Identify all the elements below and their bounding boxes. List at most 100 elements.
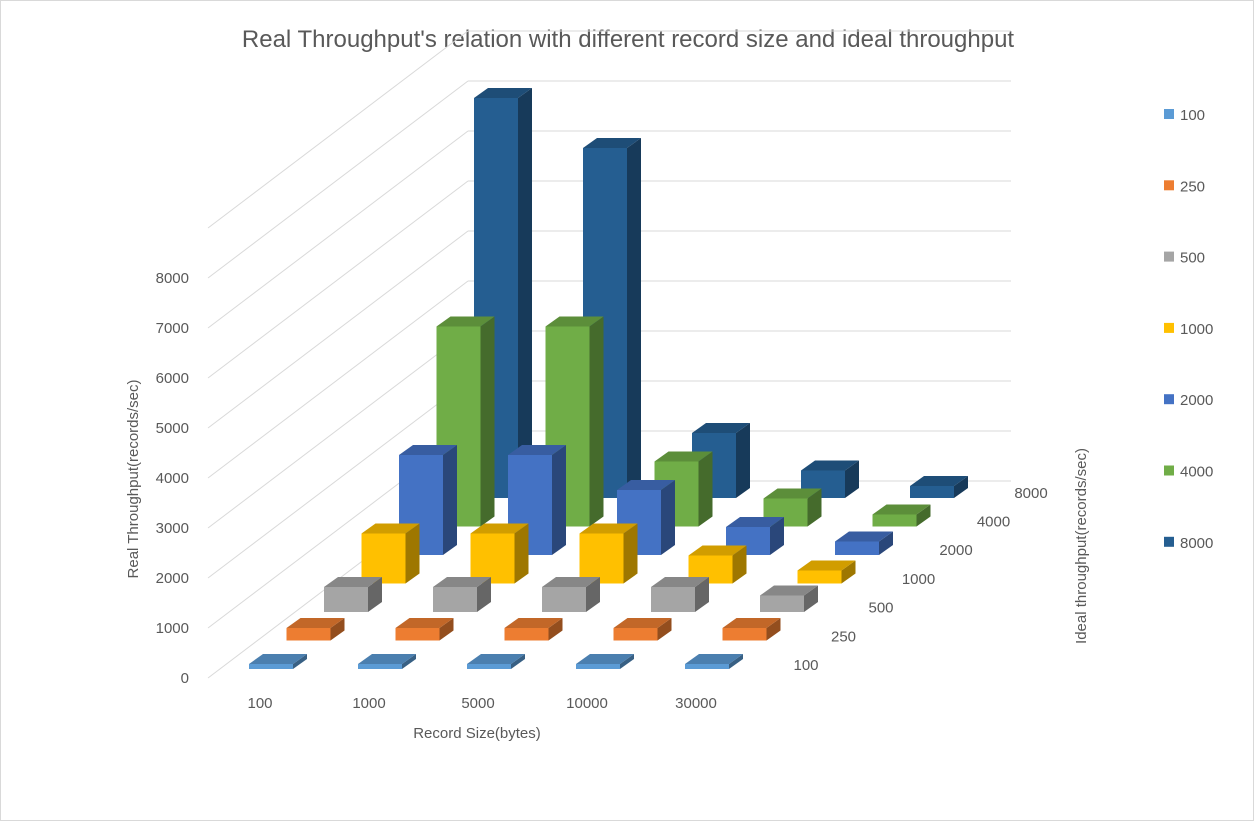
bar-2000-100 <box>399 445 457 555</box>
x-tick-label: 30000 <box>675 695 717 712</box>
legend-swatch <box>1164 394 1174 405</box>
legend-swatch <box>1164 465 1174 476</box>
y-tick-label: 3000 <box>156 520 189 537</box>
bar-8000-1000 <box>583 138 641 498</box>
bar-100-100 <box>249 654 307 669</box>
bar-side-face <box>548 618 563 641</box>
bar-side-face <box>766 618 781 641</box>
bar-side-face <box>330 618 345 641</box>
bar-top-face <box>801 460 859 471</box>
bar-side-face <box>480 316 495 527</box>
bar-500-100 <box>324 577 382 612</box>
bar-front-face <box>613 628 658 641</box>
bar-100-1000 <box>358 654 416 669</box>
bar-top-face <box>583 138 641 148</box>
x-axis-ticks: 100 1000 5000 10000 30000 <box>247 695 716 712</box>
chart-title: Real Throughput's relation with differen… <box>242 26 1015 53</box>
bar-top-face <box>576 654 634 664</box>
bar-250-10000 <box>613 618 672 641</box>
bar-top-face <box>395 618 454 628</box>
bar-front-face <box>504 628 549 641</box>
bar-top-face <box>436 316 495 327</box>
legend-swatch <box>1164 109 1174 119</box>
bar-side-face <box>511 654 525 669</box>
bar-4000-10000 <box>763 488 822 527</box>
bar-front-face <box>797 570 842 584</box>
bar-side-face <box>552 445 566 555</box>
bar-250-5000 <box>504 618 563 641</box>
bar-top-face <box>760 585 818 596</box>
bar-1000-30000 <box>797 560 856 584</box>
bar-top-face <box>835 531 893 542</box>
y-tick-label: 6000 <box>156 370 189 387</box>
depth-tick-label: 250 <box>831 628 856 645</box>
y-tick-label: 8000 <box>156 270 189 287</box>
bar-side-face <box>368 577 382 612</box>
side-gridline <box>207 330 469 529</box>
legend-swatch <box>1164 251 1174 262</box>
bar-side-face <box>620 654 634 669</box>
bar-top-face <box>467 654 525 664</box>
bar-top-face <box>249 654 307 664</box>
bar-side-face <box>732 545 747 584</box>
bar-100-10000 <box>576 654 634 669</box>
bar-side-face <box>627 138 641 498</box>
bar-side-face <box>661 480 675 555</box>
bar-front-face <box>395 628 440 641</box>
legend-label: 1000 <box>1180 321 1213 338</box>
x-axis-label: Record Size(bytes) <box>413 725 541 742</box>
y-tick-label: 7000 <box>156 320 189 337</box>
bar-side-face <box>729 654 743 669</box>
side-gridline <box>207 230 469 429</box>
bar-4000-100 <box>436 316 495 527</box>
bar-front-face <box>685 664 729 669</box>
side-gridline <box>207 380 469 579</box>
bar-side-face <box>804 585 818 612</box>
x-tick-label: 5000 <box>461 695 494 712</box>
bar-top-face <box>688 545 747 556</box>
side-gridline <box>207 130 469 329</box>
bar-top-face <box>692 423 750 433</box>
bar-side-face <box>518 88 532 498</box>
bar-8000-30000 <box>910 476 968 498</box>
bar-top-face <box>433 577 491 587</box>
bar-top-face <box>910 476 968 486</box>
bar-top-face <box>763 488 822 499</box>
bar-top-face <box>470 523 529 534</box>
bar-250-30000 <box>722 618 781 641</box>
bar-front-face <box>433 587 477 612</box>
y-tick-label: 2000 <box>156 570 189 587</box>
bar-front-face <box>542 587 586 612</box>
bar-side-face <box>514 523 529 584</box>
depth-tick-label: 100 <box>793 657 818 674</box>
bar-front-face <box>835 541 879 555</box>
bar-front-face <box>358 664 402 669</box>
x-tick-label: 1000 <box>352 695 385 712</box>
bar-top-face <box>797 560 856 571</box>
bar-top-face <box>613 618 672 628</box>
bar-500-10000 <box>651 577 709 612</box>
bar-front-face <box>324 587 368 612</box>
bar-top-face <box>726 517 784 527</box>
x-tick-label: 10000 <box>566 695 608 712</box>
bar-side-face <box>402 654 416 669</box>
bar-side-face <box>916 504 931 527</box>
bar-side-face <box>736 423 750 498</box>
legend-label: 500 <box>1180 250 1205 267</box>
bar-side-face <box>443 445 457 555</box>
side-gridline <box>207 180 469 379</box>
legend: 100 250 500 1000 2000 4000 8000 <box>1164 107 1213 552</box>
bar-top-face <box>504 618 563 628</box>
depth-tick-label: 500 <box>868 600 893 617</box>
bar-side-face <box>695 577 709 612</box>
x-tick-label: 100 <box>247 695 272 712</box>
bar-side-face <box>589 316 604 527</box>
bar-1000-100 <box>361 523 420 584</box>
bar-500-30000 <box>760 585 818 612</box>
legend-label: 100 <box>1180 107 1205 124</box>
bar-side-face <box>439 618 454 641</box>
bar-top-face <box>617 480 675 490</box>
bar-250-1000 <box>395 618 454 641</box>
bar-side-face <box>586 577 600 612</box>
